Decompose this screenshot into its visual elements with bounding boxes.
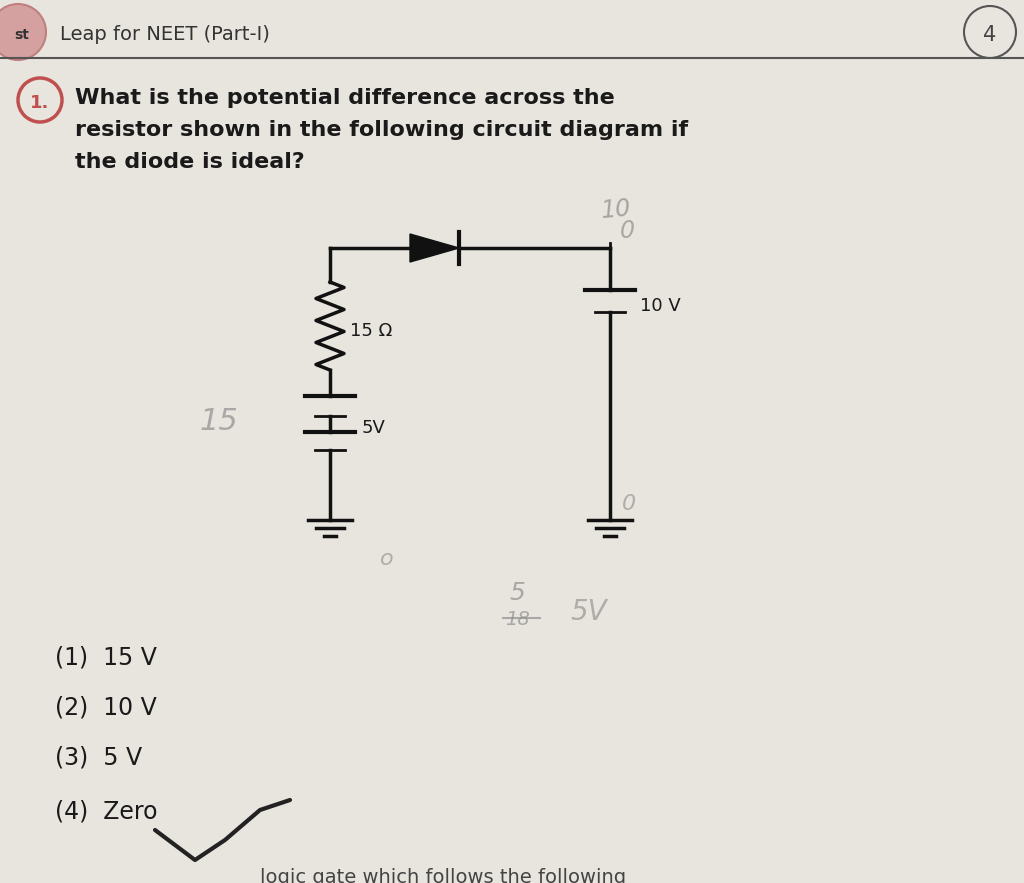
Text: st: st (14, 28, 30, 42)
Circle shape (0, 4, 46, 60)
Text: 18: 18 (505, 610, 529, 629)
Text: the diode is ideal?: the diode is ideal? (75, 152, 305, 172)
Text: (1)  15 V: (1) 15 V (55, 645, 157, 669)
Text: Leap for NEET (Part-I): Leap for NEET (Part-I) (60, 26, 270, 44)
Text: 10: 10 (600, 197, 632, 223)
Text: 5V: 5V (570, 598, 606, 626)
Text: 1.: 1. (31, 94, 50, 112)
Text: 0: 0 (620, 219, 635, 243)
Text: (2)  10 V: (2) 10 V (55, 695, 157, 719)
Text: 15: 15 (200, 407, 239, 436)
Text: 4: 4 (983, 25, 996, 45)
Text: o: o (380, 549, 393, 569)
Text: 15 Ω: 15 Ω (350, 322, 392, 340)
Text: 10 V: 10 V (640, 297, 681, 315)
Text: (4)  Zero: (4) Zero (55, 800, 158, 824)
Text: 5: 5 (510, 581, 526, 605)
Text: (3)  5 V: (3) 5 V (55, 745, 142, 769)
Polygon shape (410, 234, 459, 262)
Text: 5V: 5V (362, 419, 386, 437)
Text: What is the potential difference across the: What is the potential difference across … (75, 88, 614, 108)
Text: resistor shown in the following circuit diagram if: resistor shown in the following circuit … (75, 120, 688, 140)
Text: logic gate which follows the following: logic gate which follows the following (260, 868, 626, 883)
Text: 0: 0 (622, 494, 636, 514)
